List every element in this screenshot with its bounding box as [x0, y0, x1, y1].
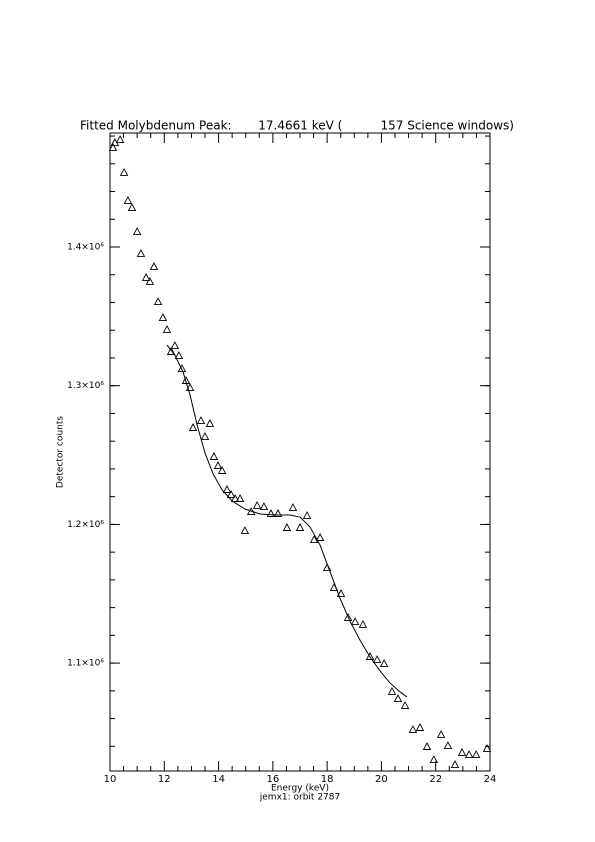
x-tick-label: 12 — [158, 774, 171, 785]
data-point — [302, 511, 312, 520]
x-tick-label: 10 — [104, 774, 117, 785]
x-tick-label: 16 — [266, 774, 279, 785]
y-axis-label: Detector counts — [56, 416, 66, 488]
data-point — [393, 694, 403, 702]
data-point — [217, 466, 227, 474]
data-point — [273, 509, 283, 517]
subtitle: jemx1: orbit 2787 — [259, 793, 340, 803]
x-axis-label: Energy (keV) — [271, 784, 329, 794]
data-point — [123, 196, 133, 204]
data-point — [158, 313, 168, 321]
data-point — [230, 494, 240, 502]
data-point — [115, 135, 125, 144]
data-point — [400, 701, 410, 710]
data-point — [457, 748, 467, 756]
x-tick-label: 14 — [212, 774, 225, 785]
chart-title: Fitted Molybdenum Peak: 17.4661 keV ( 15… — [80, 119, 514, 133]
data-point — [132, 227, 142, 235]
data-point — [422, 742, 432, 750]
data-point — [174, 351, 184, 359]
data-point — [252, 501, 262, 509]
data-point — [436, 729, 446, 738]
data-point — [282, 523, 292, 531]
data-point — [181, 376, 191, 384]
data-point — [443, 741, 453, 749]
data-point — [177, 364, 187, 373]
data-point — [295, 523, 305, 531]
data-point — [464, 750, 474, 758]
data-point — [315, 533, 325, 541]
data-point — [240, 526, 250, 535]
data-point — [200, 432, 210, 440]
x-tick-label: 24 — [484, 774, 497, 785]
fit-curve — [166, 344, 408, 698]
data-point — [387, 686, 397, 695]
data-point — [205, 419, 215, 427]
data-point — [379, 659, 389, 668]
data-point — [343, 613, 353, 621]
data-point — [350, 617, 360, 625]
data-point — [136, 248, 146, 257]
data-point — [127, 203, 137, 211]
data-point — [471, 750, 481, 758]
data-point — [415, 723, 425, 731]
y-tick-label: 1.4×10⁶ — [67, 243, 104, 253]
x-tick-label: 18 — [321, 774, 334, 785]
data-point — [222, 485, 232, 493]
y-tick-label: 1.2×10⁶ — [67, 520, 104, 530]
data-point — [309, 535, 319, 544]
data-point — [259, 502, 269, 511]
data-point — [408, 725, 418, 734]
data-point — [209, 452, 219, 460]
data-point — [482, 743, 492, 752]
y-tick-label: 1.3×10⁶ — [67, 381, 104, 391]
data-point — [108, 143, 118, 151]
data-point — [141, 272, 151, 281]
data-point — [266, 509, 276, 517]
data-point — [145, 277, 155, 285]
data-point — [336, 589, 346, 597]
data-point — [235, 494, 245, 502]
data-point — [170, 341, 180, 349]
x-tick-label: 22 — [429, 774, 442, 785]
x-tick-label: 20 — [375, 774, 388, 785]
data-point — [226, 490, 236, 498]
data-point — [196, 416, 206, 425]
data-point — [162, 324, 172, 333]
data-point — [166, 347, 176, 355]
data-point — [119, 167, 129, 176]
data-point — [372, 655, 382, 663]
data-point — [288, 503, 298, 511]
data-point — [188, 423, 198, 431]
data-point — [450, 760, 460, 768]
data-point — [213, 461, 223, 469]
y-tick-label: 1.1×10⁶ — [67, 659, 104, 669]
data-point — [358, 620, 368, 628]
data-point — [185, 383, 195, 392]
data-point — [149, 262, 159, 270]
data-point — [429, 755, 439, 763]
data-point — [365, 652, 375, 660]
data-point — [153, 297, 163, 306]
